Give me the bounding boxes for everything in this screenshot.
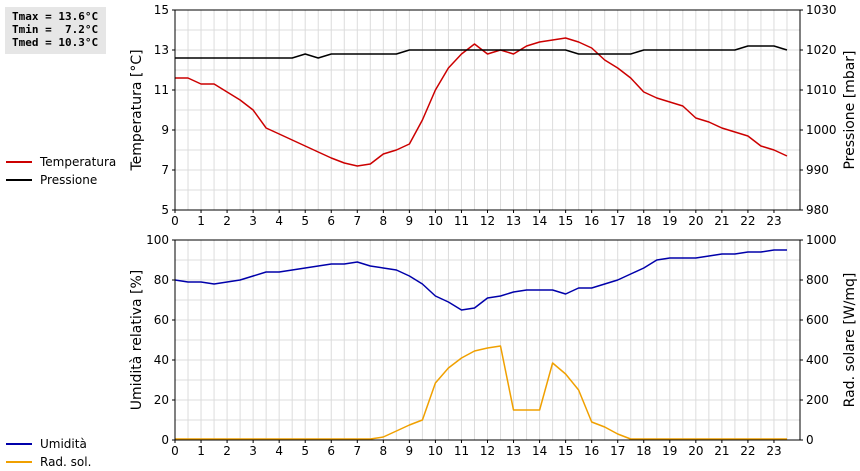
y-right-tick-label: 0 — [806, 433, 814, 447]
x-tick-label: 22 — [740, 444, 755, 458]
x-tick-label: 18 — [636, 214, 651, 228]
y-right-tick-label: 1000 — [806, 233, 837, 247]
tmin-text: Tmin = 7.2°C — [12, 23, 99, 36]
y-left-tick-label: 20 — [154, 393, 169, 407]
y-left-tick-label: 7 — [161, 163, 169, 177]
x-tick-label: 9 — [406, 214, 414, 228]
legend-label-temperatura: Temperatura — [40, 155, 117, 169]
x-tick-label: 4 — [275, 214, 283, 228]
x-tick-label: 14 — [532, 214, 547, 228]
x-tick-label: 16 — [584, 444, 599, 458]
y-left-tick-label: 40 — [154, 353, 169, 367]
x-tick-label: 14 — [532, 444, 547, 458]
x-tick-label: 0 — [171, 444, 179, 458]
legend-swatch-pressione — [6, 179, 32, 181]
x-tick-label: 2 — [223, 444, 231, 458]
x-tick-label: 0 — [171, 214, 179, 228]
x-tick-label: 4 — [275, 444, 283, 458]
y-right-axis-title: Rad. solare [W/mq] — [842, 273, 858, 408]
x-tick-label: 17 — [610, 214, 625, 228]
y-right-tick-label: 980 — [806, 203, 829, 217]
x-tick-label: 11 — [454, 214, 469, 228]
x-tick-label: 12 — [480, 444, 495, 458]
tmed-text: Tmed = 10.3°C — [12, 36, 99, 49]
y-left-tick-label: 9 — [161, 123, 169, 137]
y-left-tick-label: 13 — [154, 43, 169, 57]
x-tick-label: 18 — [636, 444, 651, 458]
y-left-axis-title: Temperatura [°C] — [129, 49, 145, 171]
x-tick-label: 1 — [197, 444, 205, 458]
x-tick-label: 13 — [506, 444, 521, 458]
y-right-tick-label: 1030 — [806, 3, 837, 17]
legend-label-umidita: Umidità — [40, 437, 87, 451]
y-right-tick-label: 400 — [806, 353, 829, 367]
x-tick-label: 15 — [558, 214, 573, 228]
x-tick-label: 19 — [662, 214, 677, 228]
x-tick-label: 13 — [506, 214, 521, 228]
weather-charts: 0 1 2 3 4 5 6 7 8 9 10 11 12 13 14 15 16 17 18 19 20 21 22 2357… — [129, 3, 858, 458]
y-right-tick-label: 200 — [806, 393, 829, 407]
series-line-1-1 — [175, 345, 787, 440]
y-right-tick-label: 1000 — [806, 123, 837, 137]
x-tick-label: 3 — [249, 214, 257, 228]
x-tick-label: 5 — [301, 214, 309, 228]
series-line-1-0 — [174, 249, 787, 311]
x-tick-label: 23 — [766, 214, 781, 228]
x-tick-label: 10 — [428, 444, 443, 458]
y-left-tick-label: 15 — [154, 3, 169, 17]
x-tick-label: 2 — [223, 214, 231, 228]
x-tick-label: 17 — [610, 444, 625, 458]
x-tick-label: 9 — [406, 444, 414, 458]
y-right-tick-label: 990 — [806, 163, 829, 177]
y-right-tick-label: 1010 — [806, 83, 837, 97]
series-line-0-1 — [175, 45, 788, 59]
x-tick-label: 5 — [301, 444, 309, 458]
y-left-tick-label: 5 — [161, 203, 169, 217]
x-tick-label: 19 — [662, 444, 677, 458]
x-tick-label: 21 — [714, 444, 729, 458]
x-tick-label: 8 — [380, 444, 388, 458]
x-tick-label: 6 — [327, 214, 335, 228]
x-tick-label: 11 — [454, 444, 469, 458]
x-tick-label: 21 — [714, 214, 729, 228]
x-tick-label: 22 — [740, 214, 755, 228]
x-tick-label: 10 — [428, 214, 443, 228]
legend-swatch-umidita — [6, 443, 32, 445]
legend-item-umidita: Umidità — [6, 435, 91, 453]
x-tick-label: 12 — [480, 214, 495, 228]
legend-item-pressione: Pressione — [6, 171, 116, 189]
y-left-tick-label: 0 — [161, 433, 169, 447]
x-tick-label: 6 — [327, 444, 335, 458]
x-tick-label: 3 — [249, 444, 257, 458]
legend-swatch-temperatura — [6, 161, 32, 163]
y-left-tick-label: 11 — [154, 83, 169, 97]
series-line-0-0 — [175, 37, 788, 167]
x-tick-label: 23 — [766, 444, 781, 458]
x-tick-label: 16 — [584, 214, 599, 228]
y-right-tick-label: 600 — [806, 313, 829, 327]
x-tick-label: 1 — [197, 214, 205, 228]
tmax-text: Tmax = 13.6°C — [12, 10, 99, 23]
legend-label-pressione: Pressione — [40, 173, 98, 187]
y-right-axis-title: Pressione [mbar] — [842, 50, 858, 169]
x-tick-label: 7 — [353, 444, 361, 458]
legend-swatch-rad-sol — [6, 461, 32, 463]
x-tick-label: 20 — [688, 214, 703, 228]
y-left-tick-label: 80 — [154, 273, 169, 287]
legend-item-temperatura: Temperatura — [6, 153, 116, 171]
y-right-tick-label: 800 — [806, 273, 829, 287]
legend-top: Temperatura Pressione — [6, 153, 116, 189]
x-tick-label: 20 — [688, 444, 703, 458]
x-tick-label: 7 — [353, 214, 361, 228]
y-left-tick-label: 100 — [146, 233, 169, 247]
x-tick-label: 8 — [380, 214, 388, 228]
stats-box: Tmax = 13.6°C Tmin = 7.2°C Tmed = 10.3°C — [5, 7, 106, 54]
y-right-tick-label: 1020 — [806, 43, 837, 57]
y-left-axis-title: Umidità relativa [%] — [129, 270, 145, 411]
x-tick-label: 15 — [558, 444, 573, 458]
y-left-tick-label: 60 — [154, 313, 169, 327]
